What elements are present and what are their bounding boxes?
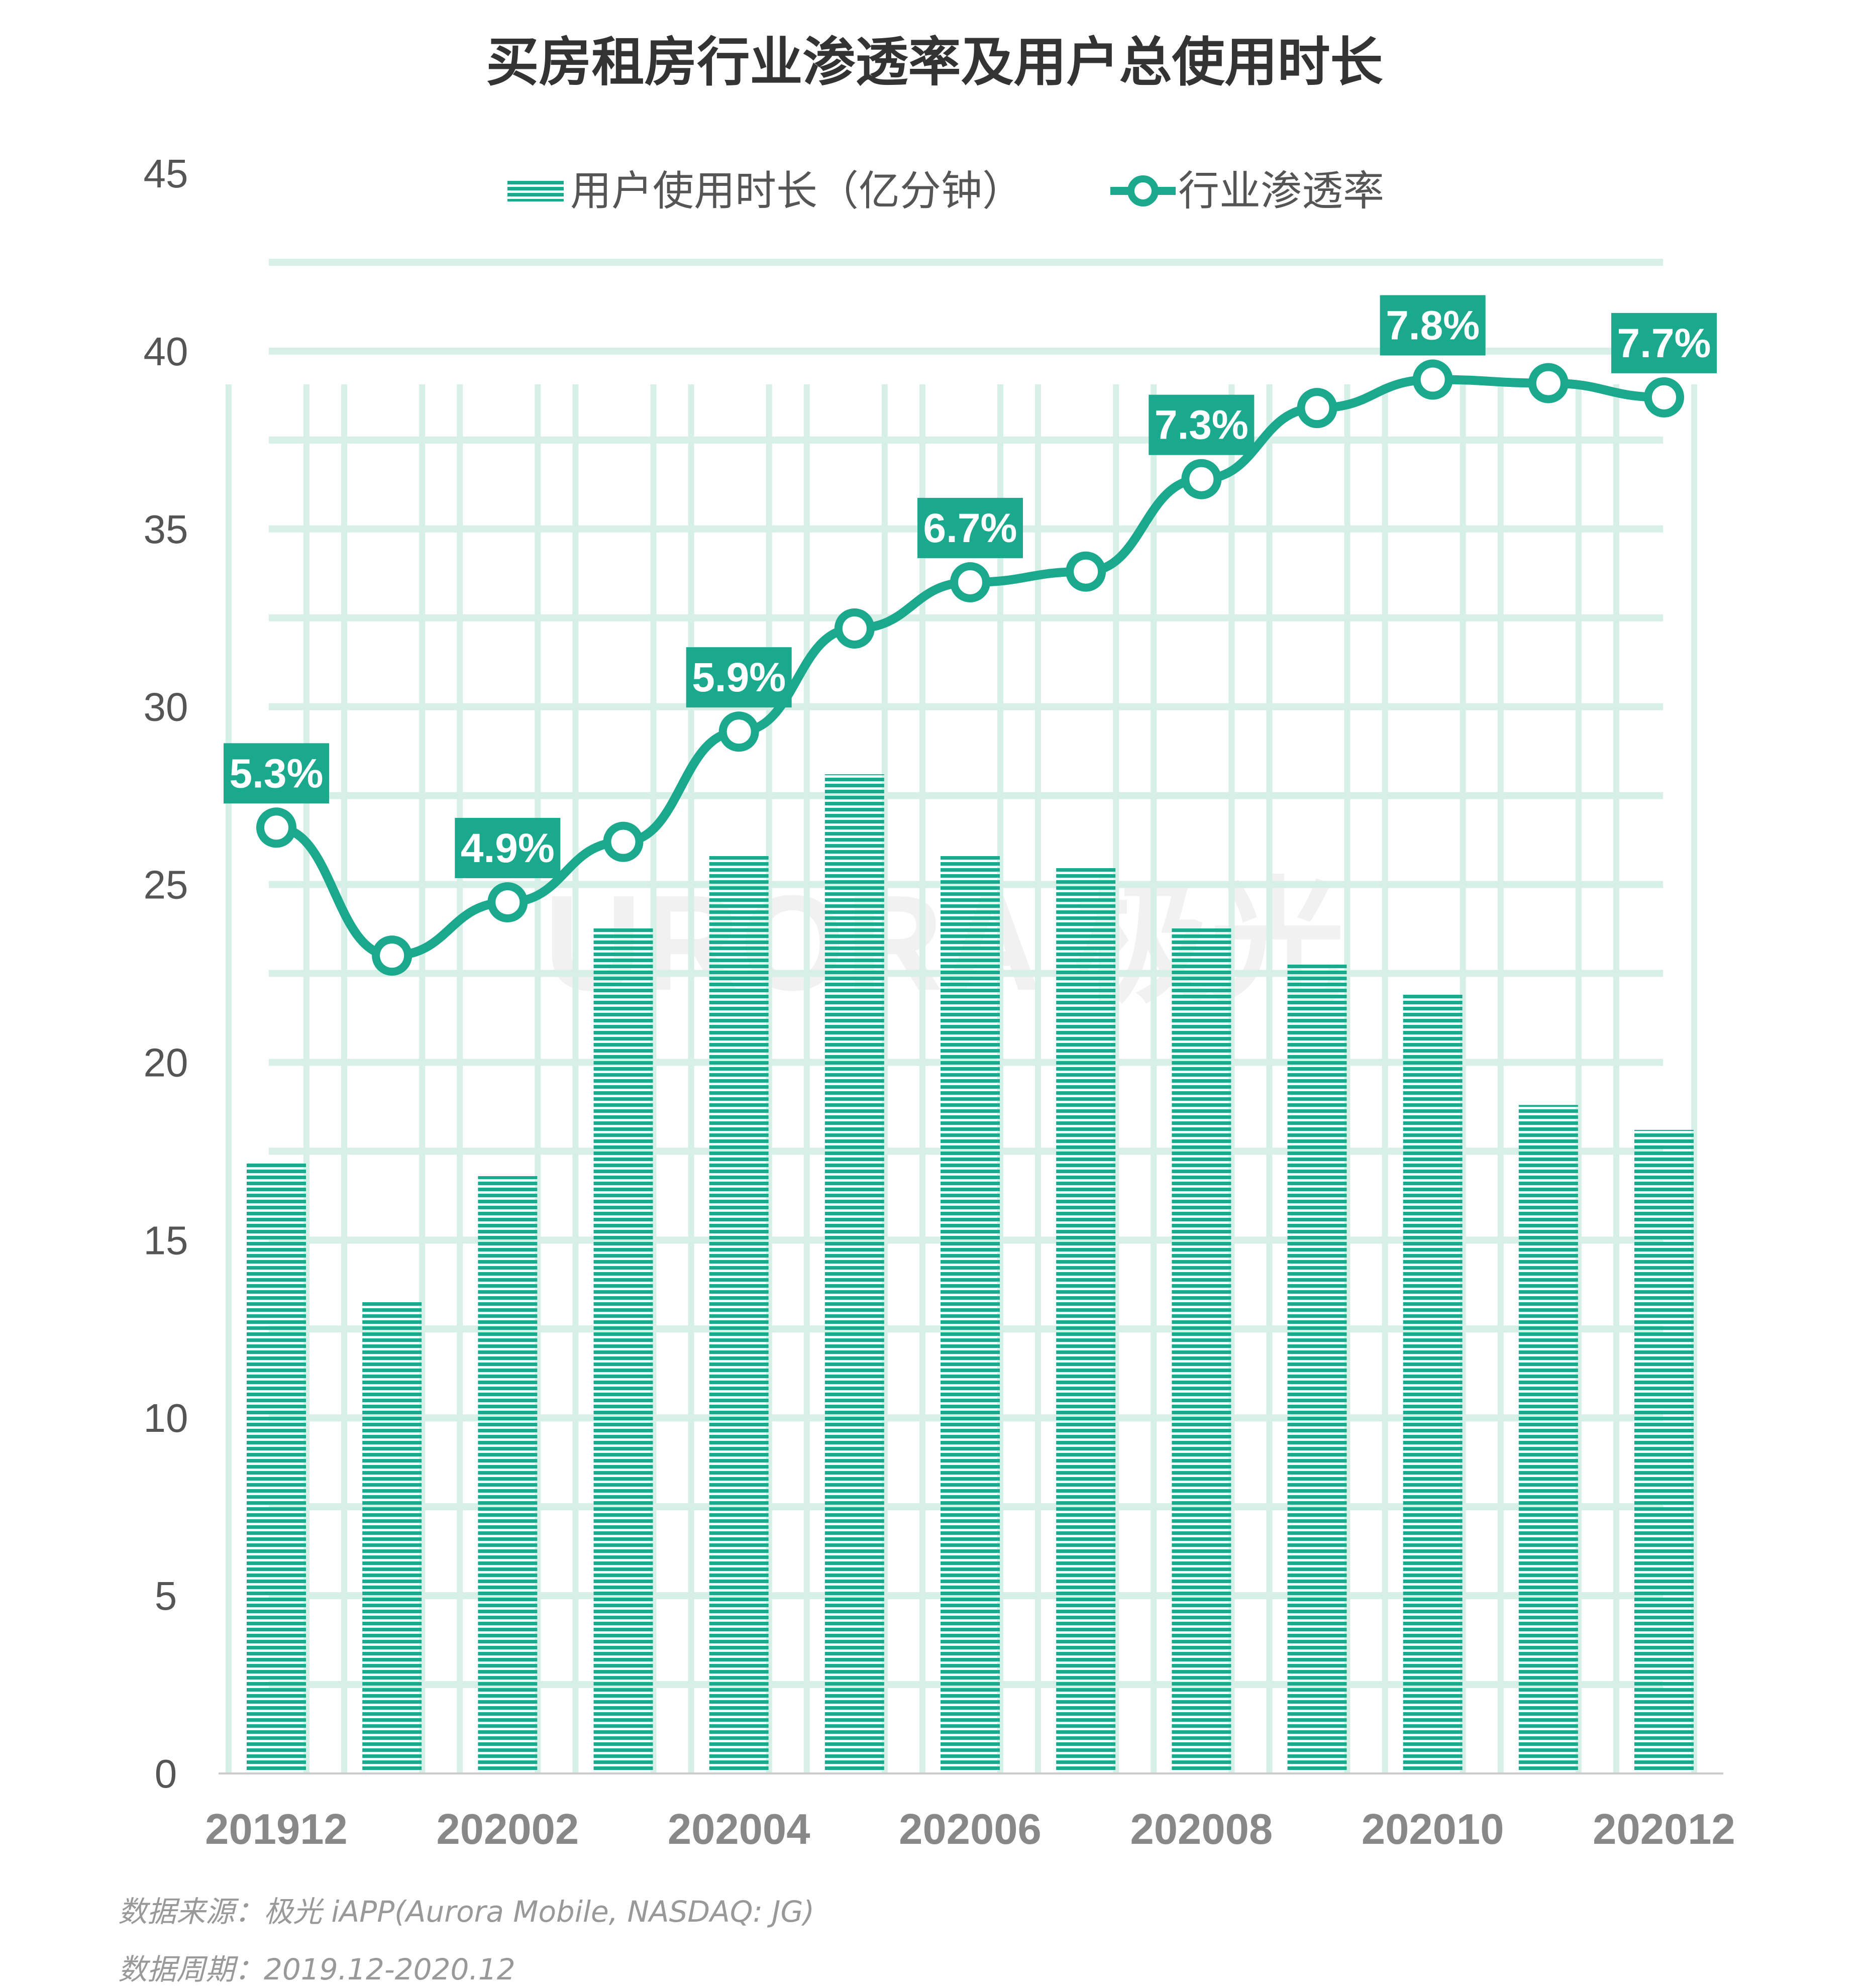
line-point-202004 — [718, 711, 759, 752]
data-labels: 5.3% 4.9% 5.9% 6.7% 7.3% 7.8% 7.7% — [224, 295, 1717, 878]
bar-202008 — [1172, 927, 1231, 1773]
y-tick-label: 35 — [144, 507, 188, 552]
legend-line-marker — [1127, 175, 1159, 206]
data-label-text: 7.7% — [1617, 321, 1711, 366]
x-tick-label: 202004 — [668, 1806, 810, 1853]
line-point-202003 — [603, 821, 644, 862]
x-tick-label: 201912 — [205, 1806, 348, 1853]
line-point-202011 — [1528, 363, 1569, 403]
legend: 用户使用时长（亿分钟） 行业渗透率 — [507, 167, 1384, 215]
line-point-202001 — [372, 935, 412, 976]
y-tick-label: 40 — [144, 329, 188, 374]
bar-202002 — [478, 1176, 538, 1773]
x-tick-label: 202002 — [437, 1806, 579, 1853]
line-point-202012 — [1644, 377, 1684, 417]
data-label-text: 5.3% — [230, 751, 324, 796]
y-tick-label: 0 — [155, 1751, 177, 1796]
bar-202001 — [362, 1300, 422, 1773]
line-point-201912 — [256, 807, 296, 848]
data-label-box — [917, 497, 1023, 558]
bar-202003 — [593, 927, 653, 1773]
bar-202012 — [1634, 1129, 1694, 1773]
data-label-box — [224, 743, 329, 804]
data-label-box — [1149, 394, 1255, 455]
x-tick-label: 202006 — [899, 1806, 1042, 1853]
bar-202005 — [824, 774, 884, 1773]
line-point-202002 — [487, 882, 528, 922]
y-axis-ticks: 0 5 10 15 20 25 30 35 40 45 — [144, 151, 188, 1796]
y-tick-label: 30 — [144, 685, 188, 729]
y-tick-label: 25 — [144, 863, 188, 907]
data-label-text: 7.3% — [1155, 402, 1249, 448]
bar-202011 — [1518, 1105, 1578, 1773]
data-label-text: 4.9% — [461, 825, 555, 871]
y-tick-label: 15 — [144, 1218, 188, 1263]
legend-bar-swatch — [507, 178, 564, 201]
line-point-202009 — [1297, 388, 1337, 429]
data-label-box — [1611, 312, 1717, 373]
footer-period: 数据周期：2019.12-2020.12 — [118, 1952, 515, 1986]
bar-201912 — [247, 1162, 306, 1773]
footer-source: 数据来源：极光 iAPP(Aurora Mobile, NASDAQ: JG) — [118, 1895, 814, 1929]
penetration-line — [256, 359, 1684, 976]
chart-title: 买房租房行业渗透率及用户总使用时长 — [486, 32, 1383, 93]
data-label-box — [1380, 295, 1486, 356]
x-axis-ticks: 201912 202002 202004 202006 202008 202010 2020… — [205, 1806, 1735, 1853]
data-label-box — [455, 817, 561, 878]
bar-202009 — [1287, 963, 1347, 1773]
bar-202010 — [1403, 994, 1463, 1773]
legend-bar-label: 用户使用时长（亿分钟） — [570, 167, 1023, 215]
data-label-text: 7.8% — [1386, 303, 1480, 349]
line-point-202008 — [1181, 459, 1222, 499]
bars — [247, 774, 1694, 1773]
x-tick-label: 202008 — [1130, 1806, 1273, 1853]
line-point-202007 — [1066, 551, 1106, 592]
line-point-202005 — [834, 608, 875, 649]
data-label-text: 6.7% — [923, 505, 1017, 551]
legend-line-label: 行业渗透率 — [1178, 167, 1384, 215]
bar-202004 — [709, 856, 769, 1773]
y-tick-label: 45 — [144, 151, 188, 196]
data-label-box — [686, 647, 792, 708]
x-tick-label: 202012 — [1593, 1806, 1735, 1853]
line-point-202006 — [950, 562, 990, 602]
data-label-text: 5.9% — [692, 655, 786, 700]
penetration-line-path — [276, 375, 1665, 961]
y-tick-label: 5 — [155, 1574, 177, 1618]
y-tick-label: 10 — [144, 1396, 188, 1440]
bar-202006 — [941, 856, 1000, 1773]
line-point-202010 — [1412, 359, 1453, 400]
bar-202007 — [1056, 867, 1116, 1773]
x-tick-label: 202010 — [1362, 1806, 1504, 1853]
y-tick-label: 20 — [144, 1040, 188, 1085]
